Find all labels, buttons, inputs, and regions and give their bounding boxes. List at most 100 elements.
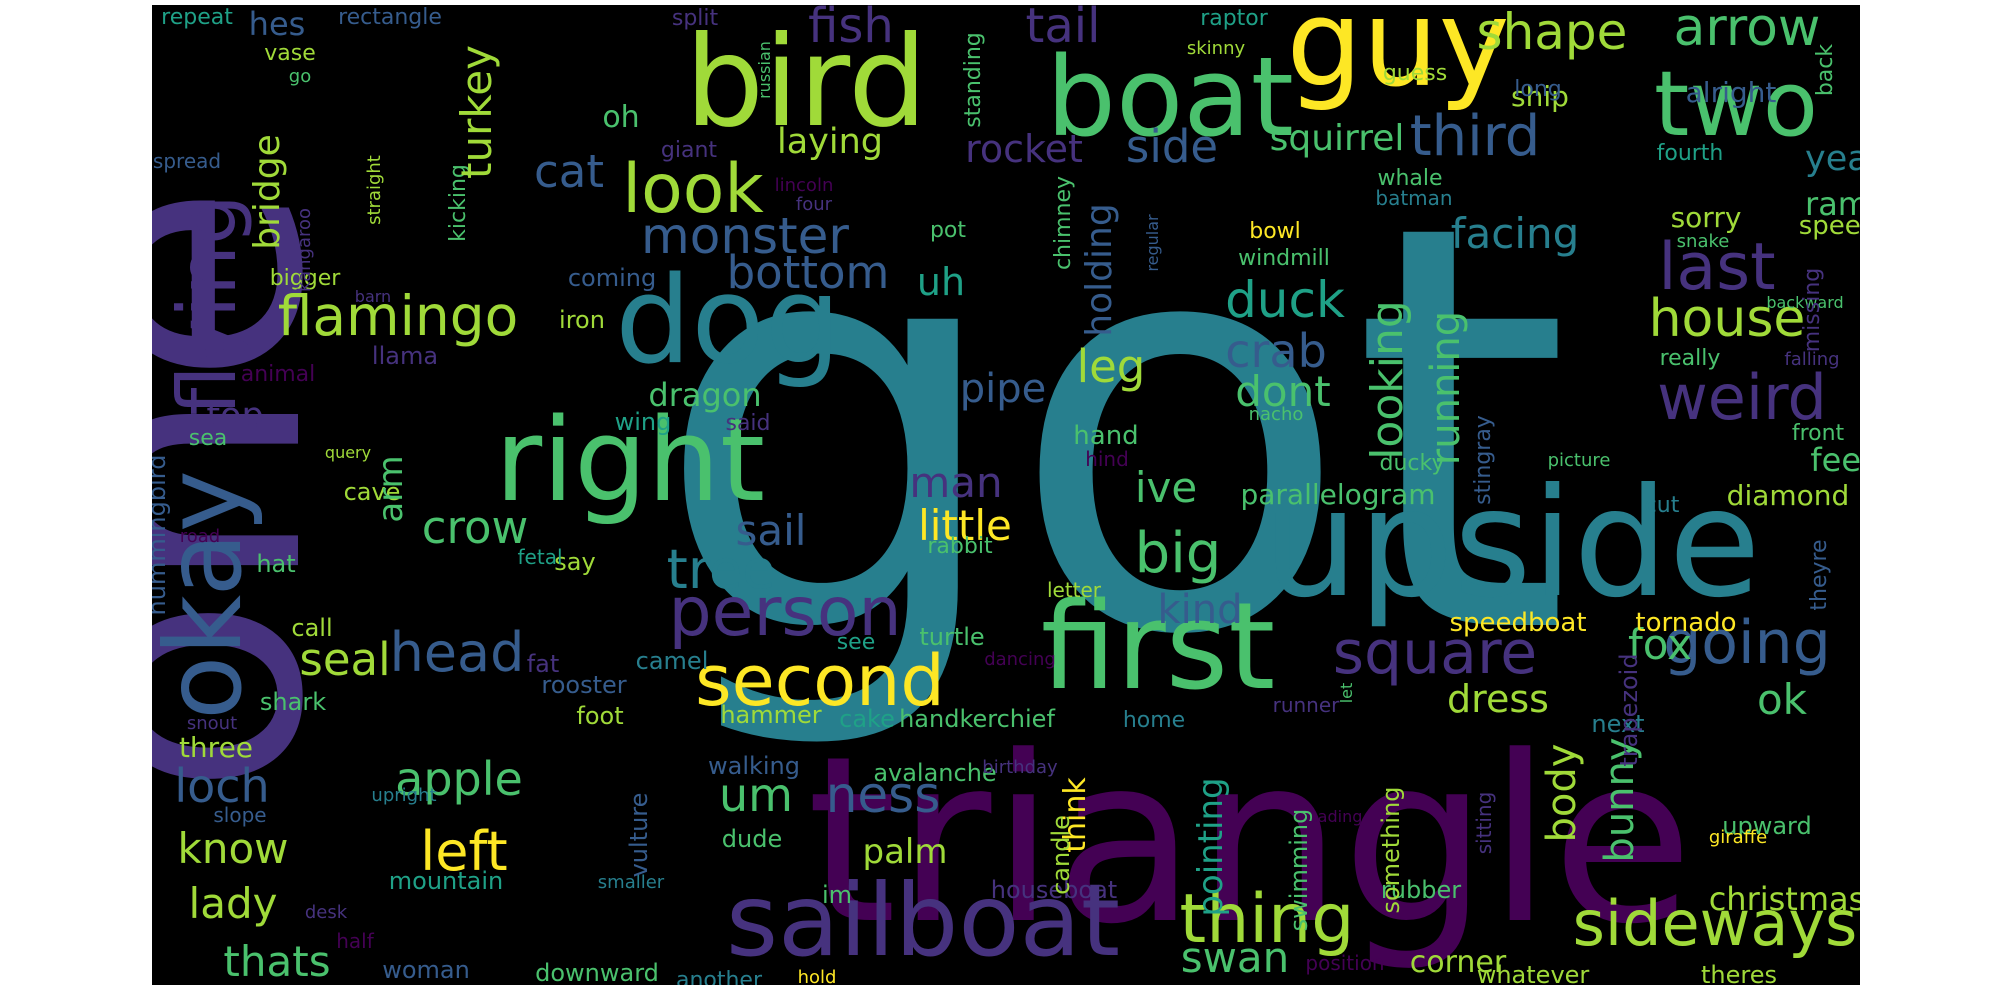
cloud-word-pipe: pipe (960, 366, 1047, 412)
cloud-word-hammer: hammer (720, 701, 821, 729)
cloud-word-trapezoid: trapezoid (1615, 653, 1643, 766)
cloud-word-dancing: dancing (984, 649, 1056, 670)
cloud-word-sailboat: sailboat (726, 862, 1120, 979)
cloud-word-foot: foot (576, 702, 623, 730)
cloud-word-picture: picture (1548, 450, 1611, 471)
cloud-word-bowl: bowl (1249, 219, 1301, 244)
cloud-word-crab: crab (1225, 324, 1327, 378)
cloud-word-pot: pot (930, 218, 966, 243)
cloud-word-dress: dress (1447, 677, 1549, 721)
cloud-word-camel: camel (636, 647, 709, 675)
cloud-word-looking: looking (1362, 300, 1413, 460)
cloud-word-apple: apple (395, 752, 523, 806)
cloud-word-missing: missing (1800, 268, 1825, 353)
cloud-word-yeah: yeah (1805, 139, 1860, 179)
cloud-word-running: running (1423, 311, 1469, 465)
cloud-word-top: top (206, 396, 263, 436)
cloud-word-alright: alright (1686, 76, 1777, 109)
cloud-word-loch: loch (174, 759, 269, 813)
cloud-word-split: split (672, 6, 719, 31)
cloud-word-ship: ship (1511, 80, 1569, 113)
cloud-word-ive: ive (1135, 463, 1197, 512)
cloud-word-facing: facing (1451, 209, 1580, 258)
cloud-word-monster: monster (641, 207, 849, 265)
cloud-word-okay: okay (152, 470, 265, 720)
cloud-word-holding: holding (1079, 203, 1120, 336)
cloud-word-rubber: rubber (1381, 876, 1461, 904)
cloud-word-crow: crow (422, 501, 529, 554)
cloud-word-left: left (420, 820, 507, 883)
cloud-word-dont: dont (1235, 367, 1330, 416)
cloud-word-turtle: turtle (919, 623, 984, 651)
cloud-word-cave: cave (344, 478, 401, 506)
cloud-word-regular: regular (1143, 214, 1162, 272)
cloud-word-candle: candle (1047, 815, 1075, 895)
cloud-word-ram: ram (1805, 185, 1860, 223)
cloud-word-walking: walking (708, 752, 800, 780)
cloud-word-vase: vase (264, 41, 316, 66)
cloud-word-ok: ok (1757, 675, 1808, 724)
cloud-word-rocket: rocket (965, 127, 1083, 171)
cloud-word-feet: feet (1810, 441, 1860, 479)
cloud-word-diamond: diamond (1727, 479, 1850, 512)
cloud-word-kangaroo: kangaroo (294, 208, 315, 292)
cloud-word-home: home (1123, 708, 1185, 733)
cloud-word-second: second (695, 640, 945, 722)
cloud-word-sorry: sorry (1671, 201, 1742, 234)
cloud-word-fat: fat (527, 650, 560, 678)
cloud-word-two: two (1654, 52, 1818, 157)
cloud-word-shape: shape (1477, 5, 1628, 61)
cloud-word-corner: corner (1410, 945, 1507, 980)
cloud-word-think: think (1058, 777, 1093, 853)
cloud-word-vulture: vulture (625, 793, 653, 878)
cloud-word-batman: batman (1375, 186, 1452, 210)
cloud-word-seal: seal (299, 633, 390, 686)
cloud-word-tree: tree (667, 538, 776, 601)
cloud-word-hold: hold (798, 967, 837, 985)
cloud-word-kicking: kicking (446, 164, 471, 242)
cloud-word-speed: speed (1799, 211, 1860, 241)
cloud-word-stingray: stingray (1471, 415, 1496, 505)
cloud-word-bunny: bunny (1597, 737, 1643, 862)
cloud-word-backward: backward (1766, 293, 1843, 312)
cloud-word-barn: barn (355, 287, 391, 306)
cloud-word-one: one (152, 183, 376, 797)
cloud-word-sitting: sitting (1472, 792, 1496, 855)
cloud-word-coming: coming (568, 264, 656, 292)
cloud-word-half: half (336, 929, 374, 953)
cloud-word-another: another (676, 968, 763, 985)
cloud-word-four: four (796, 194, 833, 215)
cloud-word-straight: straight (364, 155, 385, 225)
cloud-word-house: house (1649, 289, 1806, 349)
cloud-word-laying: laying (777, 122, 883, 162)
cloud-word-next: next (1591, 710, 1644, 738)
cloud-word-flying: flying (161, 194, 254, 415)
cloud-word-dude: dude (722, 825, 782, 853)
cloud-word-whale: whale (1377, 166, 1442, 191)
cloud-word-let: let (1337, 683, 1356, 704)
cloud-word-weird: weird (1657, 361, 1827, 434)
cloud-word-parallelogram: parallelogram (1240, 478, 1435, 511)
cloud-word-russian: russian (755, 41, 774, 99)
cloud-word-ness: ness (826, 766, 941, 824)
cloud-word-sideways: sideways (1573, 887, 1858, 960)
cloud-word-hummingbird: hummingbird (152, 455, 171, 616)
cloud-word-going: going (1663, 608, 1831, 678)
cloud-word-smaller: smaller (598, 872, 665, 893)
cloud-word-runner: runner (1273, 693, 1341, 717)
cloud-word-hes: hes (249, 5, 306, 43)
cloud-word-arrow: arrow (1674, 5, 1821, 58)
cloud-word-speedboat: speedboat (1449, 608, 1586, 638)
cloud-word-handkerchief: handkerchief (899, 705, 1055, 733)
cloud-word-cake: cake (839, 705, 895, 733)
cloud-word-said: said (725, 411, 770, 436)
cloud-word-windmill: windmill (1238, 246, 1330, 271)
cloud-word-fish: fish (808, 5, 894, 54)
cloud-word-snout: snout (187, 713, 237, 734)
cloud-word-first: first (1041, 578, 1276, 717)
cloud-word-last: last (1658, 230, 1775, 305)
cloud-word-shark: shark (260, 688, 326, 716)
cloud-word-cut: cut (1645, 493, 1680, 518)
cloud-word-falling: falling (1784, 349, 1839, 370)
cloud-word-sea: sea (189, 426, 227, 451)
